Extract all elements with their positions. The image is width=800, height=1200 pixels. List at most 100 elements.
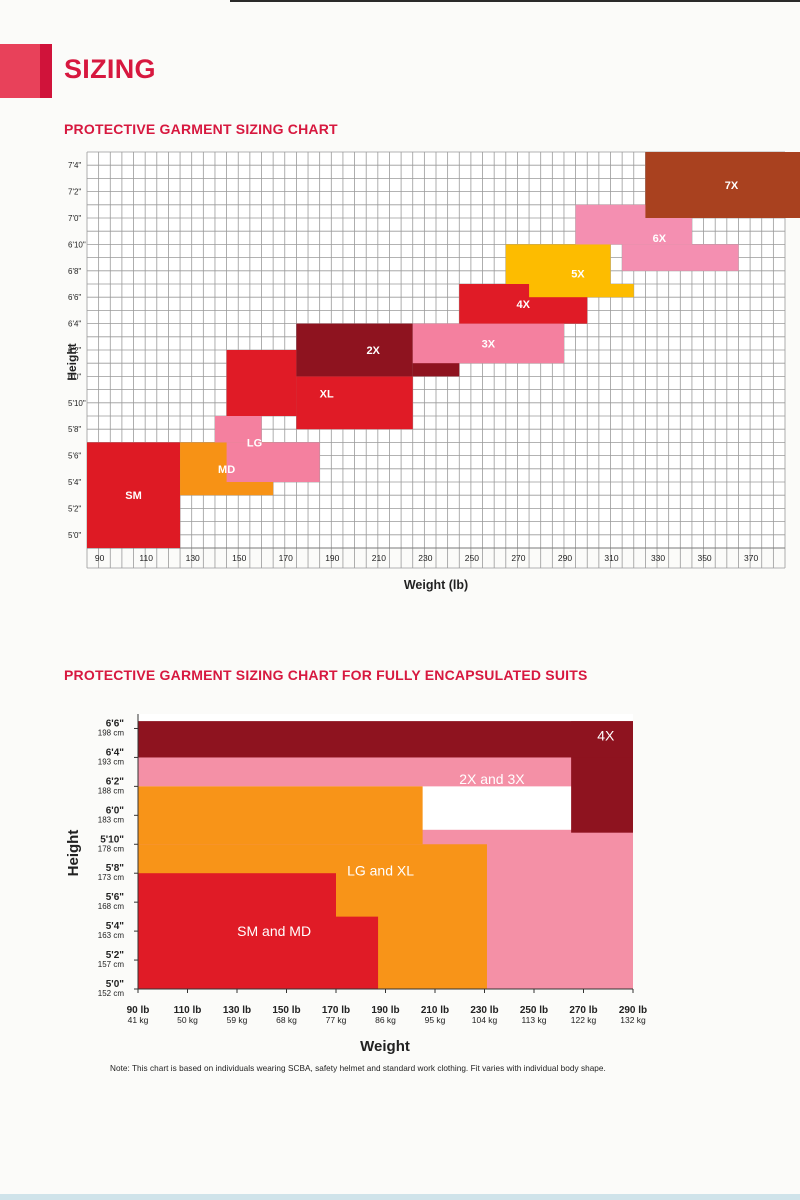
chart2-region-4x (138, 721, 633, 758)
chart1-region-xl (296, 376, 413, 430)
chart1-size-label-lg: LG (247, 437, 262, 449)
chart2-x-tick-sublabel: 59 kg (227, 1015, 248, 1025)
chart2-x-tick-sublabel: 77 kg (326, 1015, 347, 1025)
chart1-x-tick-label: 190 (325, 553, 339, 563)
chart1-region-5x (529, 284, 634, 298)
chart1-x-tick-label: 350 (697, 553, 711, 563)
chart1-region-xl (226, 350, 297, 416)
chart2-y-tick-label: 5'10" (100, 834, 124, 845)
chart1-region-3x (412, 323, 564, 364)
chart2-y-tick-label: 6'6" (106, 718, 125, 729)
chart1-size-label-xl: XL (320, 389, 334, 401)
chart2-y-axis-label: Height (65, 830, 82, 877)
chart2-x-tick-label: 210 lb (421, 1005, 449, 1016)
top-border-line (230, 0, 800, 2)
page-title: SIZING (64, 54, 156, 84)
chart1-x-tick-label: 90 (95, 553, 105, 563)
chart2-x-tick-label: 170 lb (322, 1005, 350, 1016)
chart2-x-tick-label: 230 lb (470, 1005, 498, 1016)
chart1-region-5x (505, 244, 611, 284)
chart1-y-tick-label: 6'2" (68, 346, 81, 355)
section-accent-bar (0, 44, 52, 98)
chart2-region-lg-and-xl (138, 786, 423, 845)
chart1-y-axis-label: Height (65, 343, 79, 380)
chart2-x-tick-label: 130 lb (223, 1005, 251, 1016)
chart2-x-tick-label: 110 lb (174, 1005, 202, 1016)
chart1-region-2x (296, 323, 413, 377)
chart2-region-2x-and-3x (138, 757, 584, 787)
chart2-x-tick-sublabel: 113 kg (522, 1015, 547, 1025)
chart2-x-tick-label: 270 lb (569, 1005, 597, 1016)
chart2-x-axis-label: Weight (360, 1038, 410, 1055)
protective-garment-sizing-chart: SM MD LG XL 2X 3X 4X 5X 6X 7X 5'0" 5'2" 5'4" 5'6" 5'8"… (65, 151, 800, 592)
chart2-x-tick-sublabel: 41 kg (128, 1015, 149, 1025)
chart2-title: PROTECTIVE GARMENT SIZING CHART FOR FULL… (64, 667, 588, 683)
chart1-x-tick-label: 270 (511, 553, 525, 563)
chart2-region-sm-and-md (336, 916, 379, 989)
chart1-y-tick-label: 5'0" (68, 531, 81, 540)
chart2-y-tick-sublabel: 193 cm (98, 757, 125, 766)
chart2-size-label-2x-and-3x: 2X and 3X (459, 771, 525, 787)
chart2-x-tick-sublabel: 104 kg (472, 1015, 498, 1025)
chart2-y-tick-sublabel: 183 cm (98, 815, 125, 824)
chart1-title: PROTECTIVE GARMENT SIZING CHART (64, 121, 338, 137)
chart1-size-label-7x: 7X (725, 180, 739, 192)
chart2-x-tick-sublabel: 50 kg (177, 1015, 198, 1025)
chart1-size-label-sm: SM (125, 490, 142, 502)
chart1-x-tick-label: 110 (139, 553, 153, 563)
chart2-y-tick-label: 5'4" (106, 921, 125, 932)
chart2-y-tick-sublabel: 173 cm (98, 873, 125, 882)
chart1-size-label-4x: 4X (517, 299, 531, 311)
chart2-y-tick-sublabel: 152 cm (98, 989, 125, 998)
chart1-x-tick-label: 230 (418, 553, 432, 563)
chart2-y-tick-label: 5'8" (106, 863, 125, 874)
chart2-size-label-sm-and-md: SM and MD (237, 923, 311, 939)
chart1-x-tick-label: 150 (232, 553, 246, 563)
chart2-size-label-lg-and-xl: LG and XL (347, 862, 414, 878)
chart2-y-tick-label: 6'2" (106, 776, 125, 787)
chart1-x-tick-label: 170 (279, 553, 293, 563)
chart1-y-tick-label: 5'2" (68, 504, 81, 513)
chart1-region-lg (226, 442, 320, 482)
chart1-x-tick-label: 290 (558, 553, 572, 563)
chart1-region-lg (214, 416, 262, 443)
chart1-y-tick-label: 5'4" (68, 478, 81, 487)
footnote: Note: This chart is based on individuals… (110, 1064, 606, 1073)
chart1-y-tick-label: 6'8" (68, 267, 81, 276)
chart1-x-tick-label: 130 (186, 553, 200, 563)
chart1-x-tick-label: 370 (744, 553, 758, 563)
chart1-y-tick-label: 7'0" (68, 214, 81, 223)
chart1-x-tick-label: 330 (651, 553, 665, 563)
chart2-y-tick-sublabel: 157 cm (98, 960, 125, 969)
chart2-y-tick-sublabel: 198 cm (98, 728, 125, 737)
chart2-x-tick-sublabel: 68 kg (276, 1015, 297, 1025)
chart1-y-tick-label: 6'4" (68, 320, 81, 329)
chart1-size-label-3x: 3X (482, 338, 496, 350)
chart2-y-tick-label: 5'2" (106, 950, 125, 961)
chart1-size-label-md: MD (218, 464, 235, 476)
chart2-x-tick-label: 90 lb (127, 1005, 150, 1016)
chart1-size-label-5x: 5X (571, 268, 585, 280)
chart2-x-tick-label: 290 lb (619, 1005, 647, 1016)
chart1-x-axis-label: Weight (lb) (404, 578, 468, 592)
bottom-border-line (0, 1194, 800, 1200)
chart1-y-tick-label: 6'0" (68, 372, 81, 381)
chart2-x-tick-label: 190 lb (371, 1005, 399, 1016)
chart1-region-7x (645, 152, 800, 218)
chart2-region-sm-and-md (138, 873, 336, 989)
chart2-y-tick-label: 6'4" (106, 747, 125, 758)
chart1-y-tick-label: 5'6" (68, 452, 81, 461)
chart2-y-tick-label: 5'0" (106, 979, 125, 990)
chart2-y-tick-sublabel: 163 cm (98, 931, 125, 940)
chart2-y-tick-label: 6'0" (106, 805, 125, 816)
chart1-region-sm (87, 442, 181, 548)
chart2-y-tick-sublabel: 168 cm (98, 902, 125, 911)
chart1-x-tick-label: 310 (604, 553, 618, 563)
chart2-y-tick-sublabel: 188 cm (98, 786, 125, 795)
chart1-y-tick-label: 6'6" (68, 293, 81, 302)
chart2-size-label-4x: 4X (597, 728, 615, 744)
chart2-x-tick-sublabel: 132 kg (620, 1015, 646, 1025)
chart2-y-tick-label: 5'6" (106, 892, 125, 903)
encapsulated-suit-sizing-chart: 4X 2X and 3X LG and XL SM and MD 5'0"152 cm 5… (65, 714, 647, 1055)
chart2-x-tick-label: 250 lb (520, 1005, 548, 1016)
